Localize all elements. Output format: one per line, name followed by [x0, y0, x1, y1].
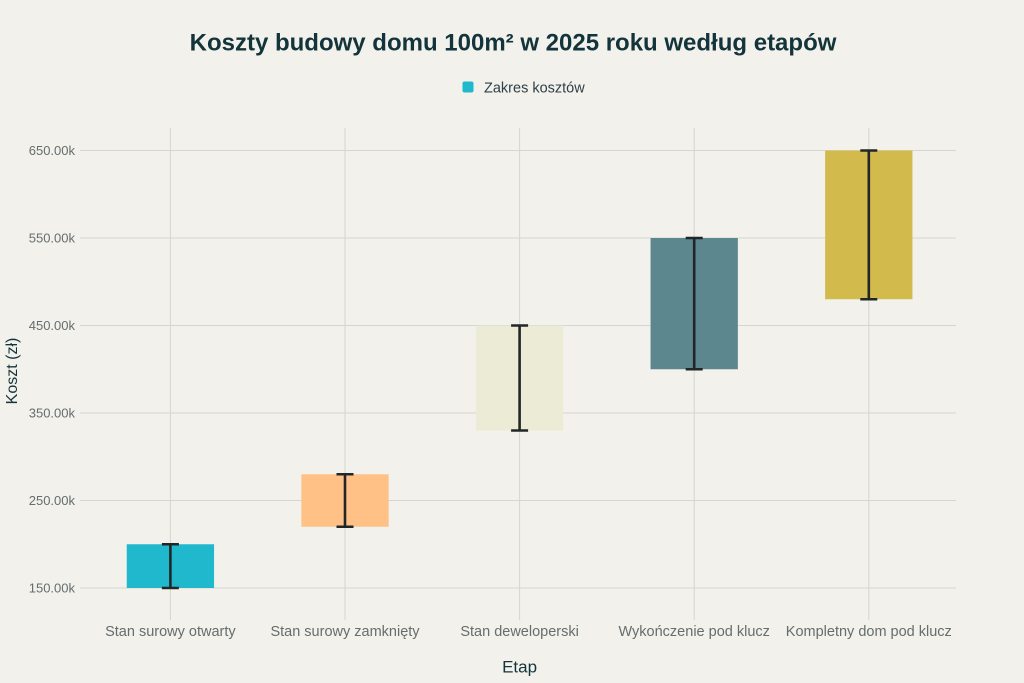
svg-text:Kompletny dom pod klucz: Kompletny dom pod klucz	[786, 624, 952, 640]
svg-text:350.00k: 350.00k	[29, 406, 76, 421]
svg-text:Stan deweloperski: Stan deweloperski	[460, 624, 579, 640]
svg-text:Koszt (zł): Koszt (zł)	[4, 338, 21, 405]
svg-text:Koszty budowy domu 100m² w 202: Koszty budowy domu 100m² w 2025 roku wed…	[190, 30, 837, 57]
svg-text:Stan surowy zamknięty: Stan surowy zamknięty	[270, 624, 420, 640]
svg-text:Wykończenie pod klucz: Wykończenie pod klucz	[619, 624, 770, 640]
svg-text:450.00k: 450.00k	[29, 318, 76, 333]
svg-text:550.00k: 550.00k	[29, 231, 76, 246]
svg-text:Etap: Etap	[502, 658, 537, 677]
svg-text:250.00k: 250.00k	[29, 493, 76, 508]
svg-text:650.00k: 650.00k	[29, 143, 76, 158]
svg-text:Zakres kosztów: Zakres kosztów	[484, 81, 585, 97]
svg-text:150.00k: 150.00k	[29, 581, 76, 596]
svg-text:Stan surowy otwarty: Stan surowy otwarty	[105, 624, 236, 640]
